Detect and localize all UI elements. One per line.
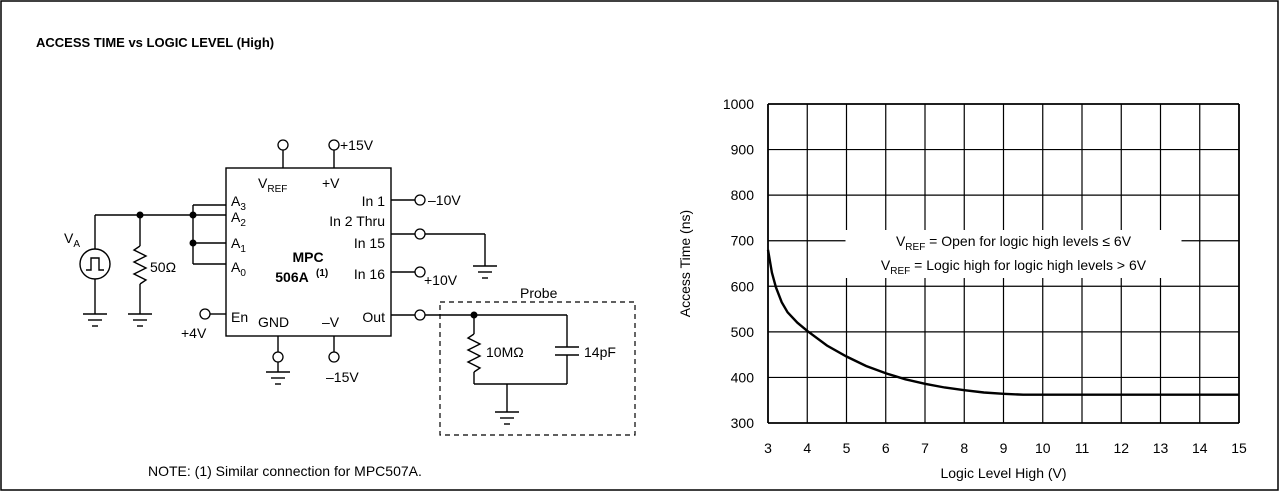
vref-terminal: [277, 139, 289, 151]
pin-in16: In 16: [354, 266, 385, 282]
x-tick-9: 9: [1000, 440, 1008, 456]
pin-a3: A3: [231, 193, 246, 213]
probe-box: [439, 301, 636, 436]
y-tick-700: 700: [731, 233, 755, 249]
in16-terminal: [414, 266, 426, 278]
x-tick-3: 3: [764, 440, 772, 456]
probe-cap-label: 14pF: [584, 344, 616, 360]
vplus-terminal: [328, 139, 340, 151]
probe-resistor: [466, 333, 482, 373]
pin-vref: VREF: [258, 175, 287, 195]
x-tick-labels: 3 4 5 6 7 8 9 10 11 12 13 14 15: [764, 440, 1247, 456]
supply-minus10: –10V: [428, 192, 461, 208]
annotation-line-1: VREF = Open for logic high levels ≤ 6V: [896, 233, 1132, 253]
footnote: NOTE: (1) Similar connection for MPC507A…: [148, 463, 422, 479]
y-tick-800: 800: [731, 187, 755, 203]
y-tick-600: 600: [731, 278, 755, 294]
ground-symbol-r50: [128, 313, 152, 327]
ground-symbol-source: [83, 313, 107, 327]
pin-a0: A0: [231, 259, 246, 279]
pin-a2: A2: [231, 209, 246, 229]
pin-a1: A1: [231, 235, 246, 255]
chip-footnote-mark: (1): [316, 268, 328, 279]
ground-symbol-chip: [266, 371, 290, 385]
out-terminal: [414, 309, 426, 321]
ground-symbol-probe: [495, 411, 519, 425]
supply-minus15: –15V: [326, 369, 359, 385]
pulse-source: [79, 248, 111, 280]
series-line-0: [766, 249, 1239, 396]
resistor-50-label: 50Ω: [150, 259, 176, 275]
chip-part: 506A: [275, 269, 308, 285]
y-tick-1000: 1000: [723, 96, 754, 112]
gnd-terminal: [272, 351, 284, 363]
probe-resistor-label: 10MΩ: [486, 344, 524, 360]
vminus-terminal: [328, 351, 340, 363]
in15-terminal: [414, 228, 426, 240]
x-tick-5: 5: [843, 440, 851, 456]
y-axis-label: Access Time (ns): [677, 210, 693, 317]
circuit-diagram: MPC 506A (1) A3 A2 A1 A0 En VREF +V GND …: [64, 137, 636, 436]
x-tick-15: 15: [1231, 440, 1247, 456]
resistor-50-ohm: [132, 245, 148, 285]
x-tick-14: 14: [1192, 440, 1208, 456]
node-a1: [189, 239, 197, 247]
y-tick-300: 300: [731, 415, 755, 431]
pin-in15: In 15: [354, 235, 385, 251]
pulse-icon: [86, 257, 104, 271]
y-tick-900: 900: [731, 142, 755, 158]
supply-plus15: +15V: [340, 137, 374, 153]
y-tick-labels: 300 400 500 600 700 800 900 1000: [723, 96, 754, 431]
x-tick-6: 6: [882, 440, 890, 456]
chip-body: [225, 167, 392, 337]
x-axis-label: Logic Level High (V): [940, 465, 1066, 481]
x-tick-4: 4: [803, 440, 811, 456]
x-tick-7: 7: [921, 440, 929, 456]
pin-en: En: [231, 309, 248, 325]
pin-gnd: GND: [258, 314, 289, 330]
probe-label: Probe: [520, 285, 558, 301]
annotation-line-2: VREF = Logic high for logic high levels …: [881, 257, 1147, 277]
x-tick-11: 11: [1075, 440, 1090, 456]
pin-vminus: –V: [322, 314, 340, 330]
chart-grid: [767, 103, 1240, 424]
x-tick-13: 13: [1153, 440, 1169, 456]
figure-title: ACCESS TIME vs LOGIC LEVEL (High): [36, 35, 274, 50]
y-tick-400: 400: [731, 369, 755, 385]
supply-plus10: +10V: [424, 272, 458, 288]
x-tick-12: 12: [1113, 440, 1129, 456]
in1-terminal: [414, 194, 426, 206]
access-time-chart: 300 400 500 600 700 800 900 1000 3 4 5 6 7 8 9 10 11 12 1…: [677, 96, 1247, 481]
pin-vplus: +V: [322, 175, 340, 191]
pin-in2-thru: In 2 Thru: [329, 213, 385, 229]
annotation-background: [845, 230, 1182, 278]
en-terminal: [199, 308, 211, 320]
chart-series: [766, 249, 1239, 396]
source-label: VA: [64, 230, 80, 250]
x-tick-10: 10: [1035, 440, 1051, 456]
x-tick-8: 8: [960, 440, 968, 456]
ground-symbol-in15: [473, 265, 497, 279]
supply-plus4: +4V: [181, 325, 207, 341]
pin-out: Out: [362, 309, 385, 325]
y-tick-500: 500: [731, 324, 755, 340]
chip-name: MPC: [292, 249, 323, 265]
pin-in1: In 1: [362, 193, 386, 209]
